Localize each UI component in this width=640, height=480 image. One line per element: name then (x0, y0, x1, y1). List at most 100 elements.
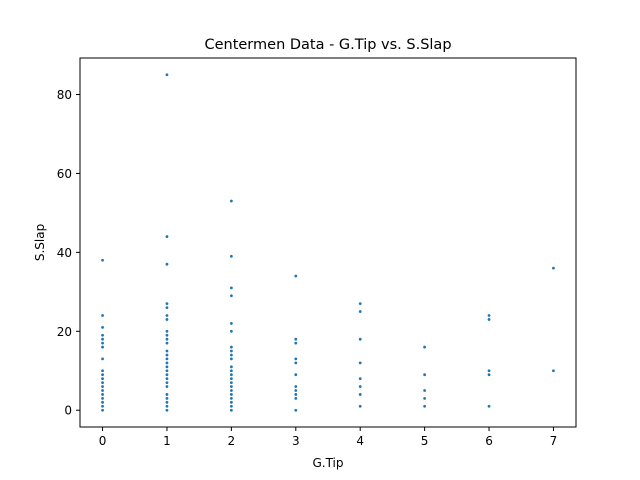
data-point (487, 373, 491, 377)
data-point (101, 404, 104, 408)
chart-title: Centermen Data - G.Tip vs. S.Slap (204, 37, 451, 53)
data-point (101, 393, 104, 396)
data-point (165, 365, 169, 369)
data-point (229, 357, 233, 361)
data-point (229, 254, 233, 258)
data-point (229, 329, 233, 333)
data-point (229, 408, 233, 412)
data-point (165, 357, 169, 361)
data-point (358, 377, 362, 381)
x-tick-label: 4 (356, 434, 364, 448)
data-point (487, 318, 491, 321)
data-point (101, 385, 104, 388)
data-point (165, 377, 169, 381)
data-point (165, 306, 169, 310)
x-tick-label: 7 (550, 434, 558, 448)
data-point (165, 73, 169, 77)
data-points (101, 73, 555, 412)
data-point (165, 337, 169, 341)
data-point (229, 377, 233, 381)
data-point (101, 369, 104, 373)
data-point (165, 314, 169, 317)
data-point (229, 199, 233, 203)
y-tick-label: 20 (57, 325, 72, 339)
data-point (423, 373, 427, 377)
data-point (101, 333, 104, 337)
data-point (165, 341, 169, 345)
y-axis-label: S.Slap (33, 224, 47, 261)
data-point (101, 396, 104, 400)
x-tick-label: 2 (228, 434, 236, 448)
data-point (358, 404, 362, 408)
data-point (229, 365, 233, 369)
data-point (229, 349, 233, 353)
x-tick-label: 6 (485, 434, 493, 448)
data-point (423, 404, 427, 408)
data-point (165, 329, 169, 333)
data-point (229, 381, 233, 384)
data-point (165, 353, 169, 357)
data-point (101, 258, 104, 262)
data-point (294, 408, 298, 412)
x-tick-label: 5 (421, 434, 429, 448)
data-point (294, 393, 298, 396)
data-point (487, 314, 491, 317)
data-point (165, 385, 169, 388)
data-point (294, 396, 298, 400)
data-point (294, 341, 298, 345)
data-point (165, 396, 169, 400)
data-point (229, 345, 233, 349)
x-axis-ticks: 0 1 2 3 4 5 6 7 (99, 427, 558, 448)
data-point (229, 385, 233, 388)
data-point (423, 345, 427, 349)
data-point (229, 369, 233, 373)
y-tick-label: 0 (64, 404, 72, 418)
data-point (229, 404, 233, 408)
data-point (165, 318, 169, 321)
data-point (487, 369, 491, 373)
data-point (294, 373, 298, 377)
data-point (101, 400, 104, 404)
data-point (358, 361, 362, 365)
data-point (101, 345, 104, 349)
data-point (358, 385, 362, 388)
plot-frame (79, 57, 577, 428)
data-point (294, 389, 298, 392)
data-point (165, 400, 169, 404)
data-point (101, 314, 104, 317)
data-point (229, 322, 233, 325)
data-point (165, 404, 169, 408)
data-point (101, 325, 104, 329)
x-tick-label: 0 (99, 434, 107, 448)
y-axis-ticks: 0 20 40 60 80 (57, 88, 80, 418)
data-point (101, 341, 104, 345)
data-point (101, 377, 104, 381)
data-point (165, 369, 169, 373)
data-point (165, 361, 169, 365)
data-point (165, 262, 169, 266)
data-point (358, 310, 362, 313)
y-tick-label: 60 (57, 167, 72, 181)
data-point (165, 349, 169, 353)
data-point (294, 361, 298, 365)
data-point (165, 381, 169, 384)
data-point (294, 385, 298, 388)
x-axis-label: G.Tip (312, 456, 343, 470)
data-point (165, 235, 169, 238)
x-tick-label: 1 (163, 434, 171, 448)
data-point (229, 286, 233, 290)
data-point (101, 337, 104, 341)
y-tick-label: 80 (57, 88, 72, 102)
data-point (229, 396, 233, 400)
data-point (358, 393, 362, 396)
data-point (552, 369, 555, 373)
data-point (358, 337, 362, 341)
data-point (487, 404, 491, 408)
data-point (165, 393, 169, 396)
data-point (101, 381, 104, 384)
data-point (423, 396, 427, 400)
data-point (101, 389, 104, 392)
data-point (294, 357, 298, 361)
